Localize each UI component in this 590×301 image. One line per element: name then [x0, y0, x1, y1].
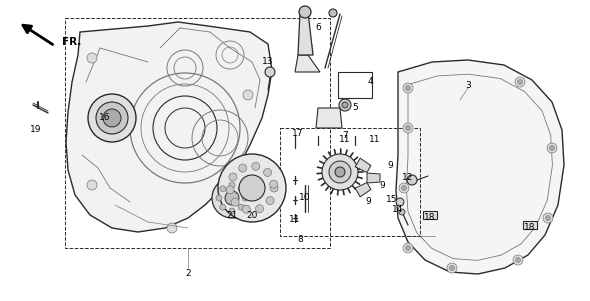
Circle shape [229, 173, 237, 181]
Circle shape [403, 83, 413, 93]
Circle shape [329, 161, 351, 183]
Circle shape [405, 126, 411, 131]
Circle shape [549, 145, 555, 150]
Circle shape [515, 77, 525, 87]
Circle shape [339, 99, 351, 111]
Circle shape [167, 223, 177, 233]
Text: 11: 11 [369, 135, 381, 144]
Text: FR.: FR. [62, 37, 81, 47]
Circle shape [220, 186, 226, 192]
Circle shape [242, 195, 248, 201]
Text: 10: 10 [299, 194, 311, 203]
Circle shape [226, 186, 234, 194]
Circle shape [87, 53, 97, 63]
Circle shape [242, 205, 250, 213]
Polygon shape [316, 108, 342, 128]
Text: 11: 11 [339, 135, 350, 144]
Circle shape [252, 162, 260, 170]
Circle shape [266, 197, 274, 205]
Circle shape [403, 123, 413, 133]
Text: 6: 6 [315, 23, 321, 33]
Text: 18: 18 [424, 213, 436, 222]
Bar [423, 211, 437, 219]
Circle shape [329, 9, 337, 17]
Bar [280, 128, 420, 236]
Text: 3: 3 [465, 80, 471, 89]
Text: 15: 15 [386, 196, 398, 204]
Text: 12: 12 [402, 173, 414, 182]
Circle shape [407, 175, 417, 185]
Bar [65, 18, 330, 248]
Text: 9: 9 [379, 181, 385, 190]
Circle shape [342, 102, 348, 108]
Circle shape [546, 216, 550, 221]
Circle shape [299, 6, 311, 18]
Circle shape [335, 167, 345, 177]
Polygon shape [295, 55, 320, 72]
Circle shape [239, 164, 247, 172]
Circle shape [96, 102, 128, 134]
Polygon shape [298, 12, 313, 55]
Circle shape [547, 143, 557, 153]
Circle shape [405, 85, 411, 91]
Circle shape [405, 246, 411, 250]
Circle shape [513, 255, 523, 265]
Circle shape [265, 67, 275, 77]
Text: 5: 5 [352, 104, 358, 113]
Text: 18: 18 [525, 224, 536, 232]
Circle shape [517, 79, 523, 85]
Circle shape [229, 208, 235, 214]
Circle shape [543, 213, 553, 223]
Circle shape [243, 170, 253, 180]
Circle shape [225, 191, 239, 205]
Circle shape [402, 185, 407, 191]
Text: 9: 9 [387, 160, 393, 169]
Circle shape [322, 154, 358, 190]
Text: 14: 14 [392, 206, 404, 215]
Circle shape [229, 182, 235, 188]
Text: 13: 13 [262, 57, 274, 67]
Circle shape [88, 94, 136, 142]
Circle shape [243, 90, 253, 100]
Text: 20: 20 [246, 210, 258, 219]
Circle shape [264, 169, 271, 176]
Circle shape [218, 154, 286, 222]
Circle shape [220, 204, 226, 210]
Text: 9: 9 [365, 197, 371, 206]
Circle shape [239, 175, 265, 201]
Circle shape [216, 195, 222, 201]
Text: 19: 19 [30, 126, 42, 135]
Circle shape [231, 198, 239, 206]
Circle shape [238, 186, 244, 192]
Polygon shape [355, 182, 371, 197]
Circle shape [212, 178, 252, 218]
Circle shape [270, 180, 278, 188]
Polygon shape [396, 60, 564, 274]
Polygon shape [66, 22, 272, 232]
Circle shape [403, 243, 413, 253]
Polygon shape [355, 158, 371, 172]
Text: 2: 2 [185, 269, 191, 278]
Text: 11: 11 [289, 216, 301, 225]
Text: 8: 8 [297, 235, 303, 244]
Circle shape [396, 198, 404, 206]
Bar [523, 221, 537, 229]
Polygon shape [367, 173, 380, 183]
Text: 16: 16 [99, 113, 111, 123]
Circle shape [450, 265, 454, 271]
Text: 4: 4 [367, 77, 373, 86]
Text: 21: 21 [227, 210, 238, 219]
Circle shape [270, 184, 278, 192]
Text: 7: 7 [342, 131, 348, 139]
Circle shape [399, 183, 409, 193]
Circle shape [87, 180, 97, 190]
Text: 17: 17 [292, 129, 304, 138]
Circle shape [238, 204, 244, 210]
Circle shape [516, 257, 520, 262]
Circle shape [103, 109, 121, 127]
Circle shape [255, 205, 264, 213]
Circle shape [447, 263, 457, 273]
Circle shape [399, 209, 405, 215]
